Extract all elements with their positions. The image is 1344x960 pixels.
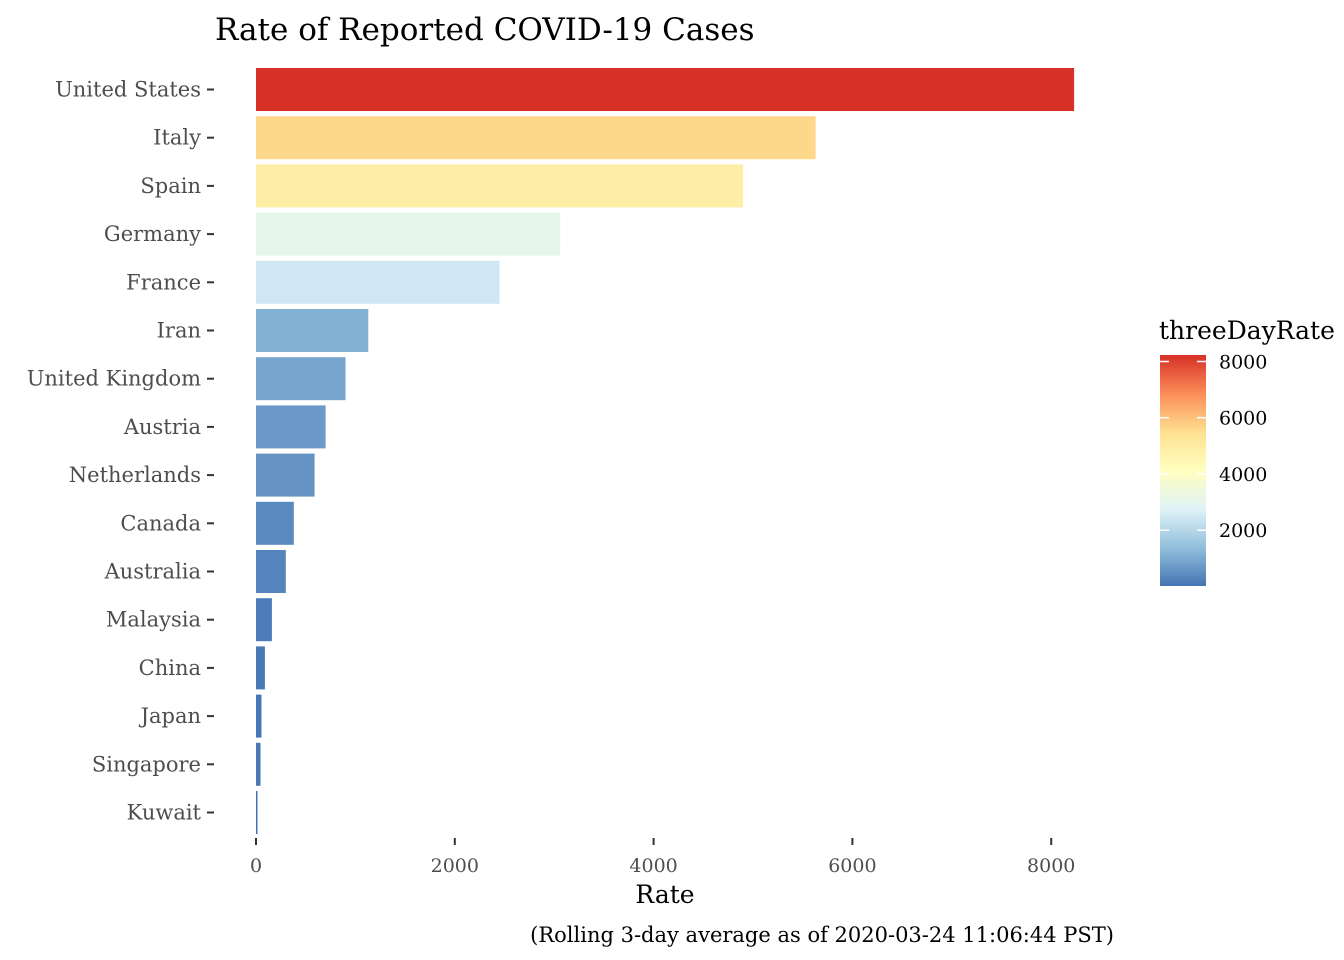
y-tick-label-united-states: United States <box>55 78 201 102</box>
legend-colorbar <box>1160 355 1206 586</box>
legend-title: threeDayRate <box>1159 316 1335 345</box>
y-tick-label-italy: Italy <box>153 126 201 150</box>
bar-united-kingdom <box>256 357 346 401</box>
legend-ticks: 2000 4000 6000 8000 <box>1160 352 1267 542</box>
x-tick-label: 4000 <box>629 855 677 877</box>
bar-iran <box>256 309 369 352</box>
bar-united-states <box>256 68 1075 111</box>
legend-tick-label: 2000 <box>1219 520 1267 542</box>
y-tick-label-austria: Austria <box>123 415 201 439</box>
x-tick-label: 8000 <box>1027 855 1075 877</box>
caption: (Rolling 3-day average as of 2020-03-24 … <box>530 923 1114 947</box>
bar-singapore <box>256 742 261 786</box>
bar-canada <box>256 501 294 545</box>
y-tick-label-japan: Japan <box>139 704 201 728</box>
bars <box>256 68 1075 834</box>
legend: threeDayRate 2000 4000 6000 8000 <box>1159 316 1335 586</box>
bar-italy <box>256 116 816 160</box>
y-tick-label-singapore: Singapore <box>92 752 201 776</box>
chart-title: Rate of Reported COVID-19 Cases <box>215 12 755 48</box>
bar-china <box>256 646 265 690</box>
y-tick-label-spain: Spain <box>140 174 201 198</box>
x-axis-title: Rate <box>635 880 694 909</box>
bar-kuwait <box>256 791 258 834</box>
y-tick-label-iran: Iran <box>157 319 201 343</box>
legend-tick-label: 8000 <box>1219 352 1267 374</box>
bar-austria <box>256 405 326 449</box>
bar-germany <box>256 212 561 256</box>
legend-tick-label: 6000 <box>1219 408 1267 430</box>
y-tick-label-canada: Canada <box>120 511 201 535</box>
bar-france <box>256 260 500 304</box>
bar-netherlands <box>256 453 315 497</box>
bar-australia <box>256 550 286 593</box>
x-axis: 0 2000 4000 6000 8000 <box>250 838 1075 877</box>
x-tick-label: 6000 <box>828 855 876 877</box>
y-tick-label-france: France <box>126 270 201 294</box>
y-tick-label-netherlands: Netherlands <box>69 463 201 487</box>
bar-malaysia <box>256 598 272 642</box>
bar-japan <box>256 694 262 738</box>
y-tick-label-united-kingdom: United Kingdom <box>27 367 201 391</box>
y-tick-label-malaysia: Malaysia <box>106 608 201 632</box>
y-tick-label-germany: Germany <box>104 222 201 246</box>
x-tick-label: 2000 <box>431 855 479 877</box>
y-tick-label-kuwait: Kuwait <box>127 801 202 825</box>
y-tick-label-australia: Australia <box>104 560 201 584</box>
legend-tick-label: 4000 <box>1219 464 1267 486</box>
y-axis: United States Italy Spain Germany France Iran… <box>27 78 214 825</box>
bar-spain <box>256 164 744 208</box>
y-tick-label-china: China <box>139 656 201 680</box>
x-tick-label: 0 <box>250 855 262 877</box>
